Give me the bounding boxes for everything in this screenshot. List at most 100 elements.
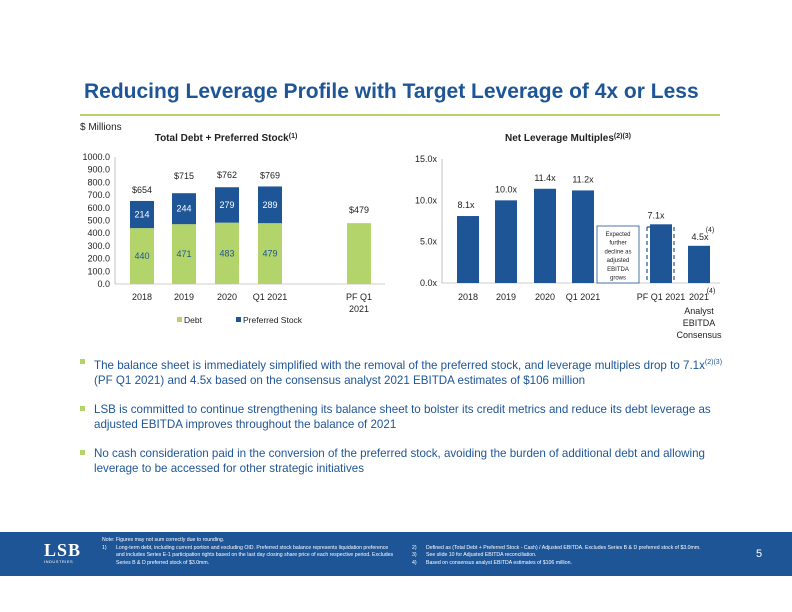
bar-leverage xyxy=(495,200,517,283)
bar-value-label: 7.1x xyxy=(647,210,665,220)
y-tick-label: 15.0x xyxy=(415,154,438,164)
x-tick-label: 2019 xyxy=(496,292,516,302)
bar-leverage xyxy=(534,188,556,283)
x-tick-label: 2020 xyxy=(217,292,237,302)
segment-label-preferred: 289 xyxy=(262,200,277,210)
note-row: and includes Series E-1 participation ri… xyxy=(116,552,394,559)
chart-title: Net Leverage Multiples(2)(3) xyxy=(505,133,631,145)
y-tick-label: 5.0x xyxy=(420,237,438,247)
y-tick-label: 200.0 xyxy=(87,254,110,264)
x-tick-label: PF Q1 xyxy=(346,292,372,302)
y-tick-label: 600.0 xyxy=(87,203,110,213)
annotation-text: EBITDA xyxy=(607,267,629,273)
legend-swatch-preferred-stock xyxy=(236,317,241,322)
segment-label-debt: 471 xyxy=(176,249,191,259)
bar-debt xyxy=(258,223,282,284)
x-tick-label: Consensus xyxy=(676,330,722,340)
bar-leverage xyxy=(457,216,479,283)
y-tick-label: 0.0 xyxy=(97,279,110,289)
note-row: Series B & D preferred stock of $3.0mm. xyxy=(116,559,210,566)
bar-value-label: 10.0x xyxy=(495,184,518,194)
bullet-marker xyxy=(80,359,85,364)
bar-total-label: $762 xyxy=(217,170,237,180)
logo-text: LSB xyxy=(44,540,82,560)
bar-debt xyxy=(172,224,196,284)
note-row: 2) Defined as (Total Debt + Preferred Sto… xyxy=(412,544,701,551)
bar-total-label: $479 xyxy=(349,205,369,215)
chart-title: Total Debt + Preferred Stock(1) xyxy=(155,133,298,145)
bar-debt xyxy=(215,222,239,284)
legend-label-preferred-stock: Preferred Stock xyxy=(243,315,303,325)
bar-leverage xyxy=(688,245,710,283)
y-tick-label: 400.0 xyxy=(87,228,110,238)
note-row: 4) Based on consensus analyst EBITDA esti… xyxy=(412,559,572,566)
notes-right: 2) Defined as (Total Debt + Preferred Sto… xyxy=(412,545,732,568)
y-tick-label: 500.0 xyxy=(87,216,110,226)
y-tick-label: 900.0 xyxy=(87,165,110,175)
annotation-text: Expected xyxy=(605,232,630,238)
y-tick-label: 700.0 xyxy=(87,190,110,200)
page-number: 5 xyxy=(756,548,763,560)
bar-preferred-stock xyxy=(215,187,239,223)
x-tick-label: PF Q1 2021 xyxy=(637,292,686,302)
x-tick-label: Q1 2021 xyxy=(566,292,601,302)
bullet-marker xyxy=(80,405,85,411)
bullet-superscript: (2)(3) xyxy=(704,359,723,366)
y-tick-label: 100.0 xyxy=(87,266,110,276)
annotation-box xyxy=(596,225,640,284)
y-tick-label: 300.0 xyxy=(87,241,110,251)
x-tick-label: 2020 xyxy=(535,292,555,302)
legend-swatch-debt xyxy=(177,317,182,322)
x-tick-label: 2019 xyxy=(174,292,194,302)
x-tick-label: 2018 xyxy=(132,292,152,302)
annotation-text: adjusted xyxy=(607,258,630,264)
bar-total-label: $654 xyxy=(132,185,152,195)
bar-leverage xyxy=(572,190,594,283)
logo-subtext: INDUSTRIES xyxy=(44,559,74,564)
footnotes: Note: Figures may not sum correctly due … xyxy=(102,537,701,566)
bar-value-label: 8.1x xyxy=(457,200,475,210)
bar-preferred-stock xyxy=(130,200,154,229)
bar-value-label: 11.2x xyxy=(572,174,594,184)
annotation-text: further xyxy=(609,241,626,247)
bullet-text: The balance sheet is immediately simplif… xyxy=(94,358,705,372)
bullet-item: No cash consideration paid in the conver… xyxy=(80,446,730,476)
bullet-item: LSB is committed to continue strengtheni… xyxy=(80,402,730,432)
company-logo: LSB INDUSTRIES xyxy=(44,540,86,570)
bar-debt xyxy=(347,223,371,284)
note-header: Note: Figures may not sum correctly due … xyxy=(102,537,225,543)
bullet-text: LSB is committed to continue strengtheni… xyxy=(94,402,711,431)
bullet-text: No cash consideration paid in the conver… xyxy=(94,446,705,475)
bar-debt xyxy=(130,228,154,284)
bullet-list: The balance sheet is immediately simplif… xyxy=(80,355,730,490)
footer-bar xyxy=(0,532,792,576)
segment-label-preferred: 244 xyxy=(176,204,191,214)
y-tick-label: 800.0 xyxy=(87,177,110,187)
x-tick-label: 2018 xyxy=(458,292,478,302)
x-tick-label: 2021 xyxy=(689,292,709,302)
annotation-text: decline as xyxy=(604,249,631,255)
notes-left: 1) Long-term debt, including current port… xyxy=(102,545,412,568)
segment-label-debt: 440 xyxy=(134,251,149,261)
note-row: 1) Long-term debt, including current port… xyxy=(102,544,389,551)
bullet-text-continued: (PF Q1 2021) and 4.5x based on the conse… xyxy=(94,373,586,387)
units-label: $ Millions xyxy=(80,122,122,133)
segment-label-debt: 483 xyxy=(219,248,234,258)
bullet-item: The balance sheet is immediately simplif… xyxy=(80,355,730,388)
title-divider xyxy=(80,114,720,116)
annotation-text: grows xyxy=(610,276,626,282)
bar-value-label: 11.4x xyxy=(534,173,556,183)
x-tick-label: Q1 2021 xyxy=(253,292,288,302)
bullet-marker xyxy=(80,449,85,455)
bar-preferred-stock xyxy=(258,186,282,224)
bar-preferred-stock xyxy=(172,193,196,225)
x-tick-label: EBITDA xyxy=(683,318,716,328)
y-tick-label: 1000.0 xyxy=(82,152,110,162)
x-tick-label: 2021 xyxy=(349,304,369,314)
bar-total-label: $769 xyxy=(260,170,280,180)
bar-total-label: $715 xyxy=(174,171,194,181)
x-tick-superscript: (4) xyxy=(707,288,716,295)
segment-label-debt: 479 xyxy=(262,249,277,259)
segment-label-preferred: 214 xyxy=(134,210,149,220)
segment-label-preferred: 279 xyxy=(219,200,234,210)
